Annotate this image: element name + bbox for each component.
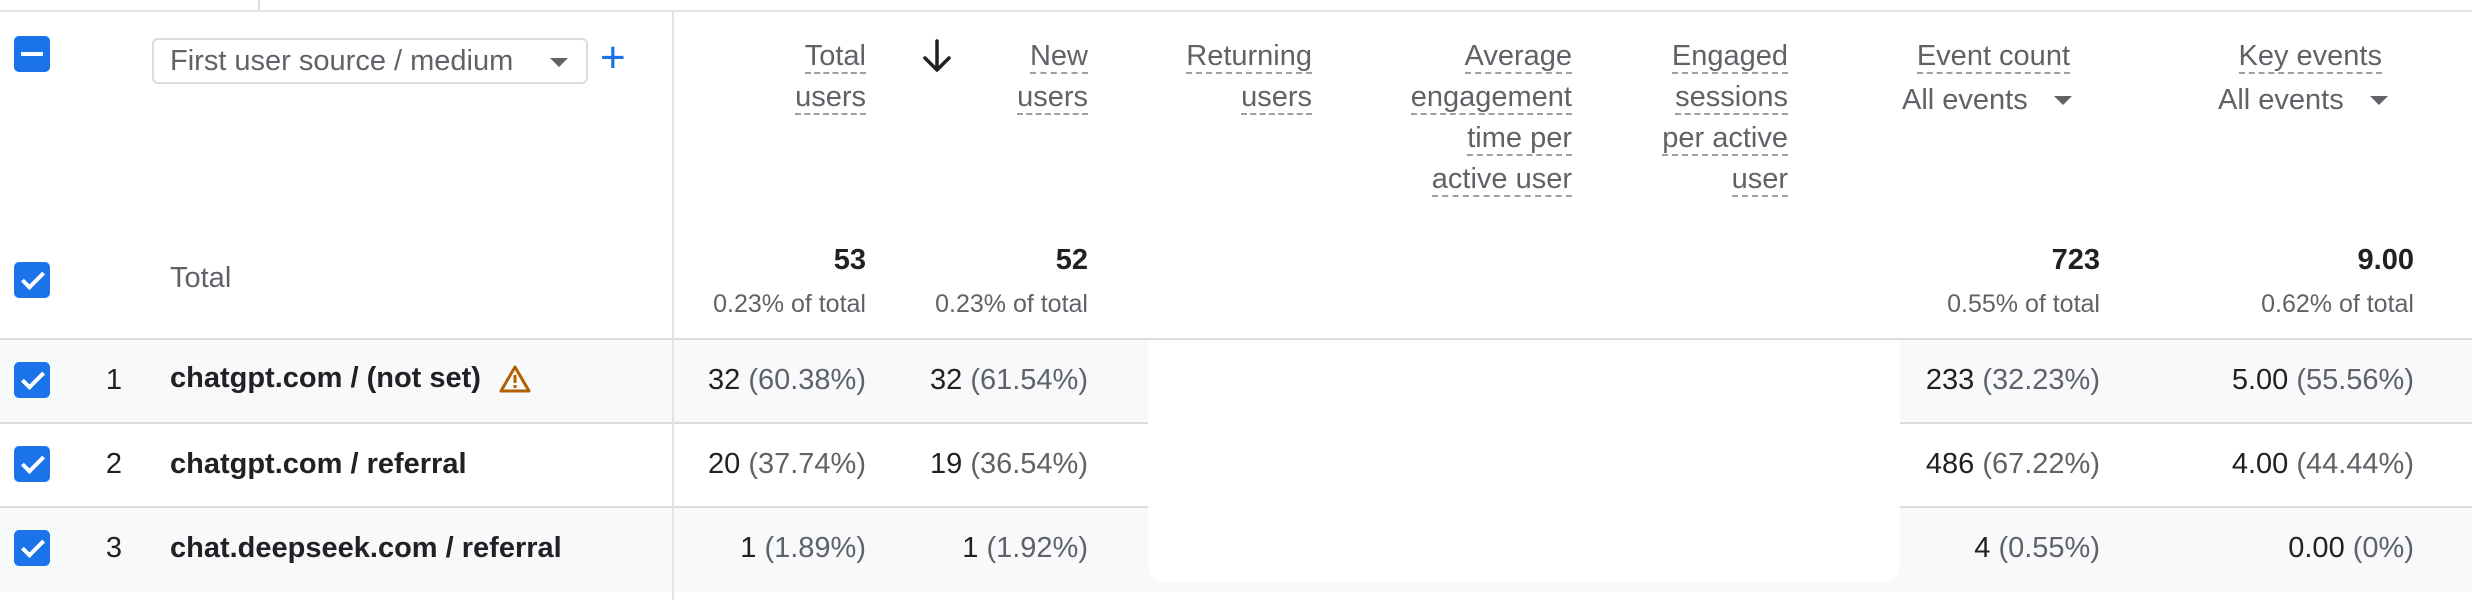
header-engaged-sessions[interactable]: Engaged sessions per active user (1662, 36, 1788, 200)
key-events-cell: 0.00 (0%) (2288, 532, 2414, 564)
header-line: Returning (1186, 40, 1312, 74)
row-rank: 1 (105, 364, 123, 396)
header-avg-engagement-time[interactable]: Average engagement time per active user (1410, 36, 1572, 200)
header-line: engagement (1410, 81, 1572, 115)
row-label[interactable]: chat.deepseek.com / referral (170, 532, 562, 565)
event-count-pct: 0.55% of total (1947, 290, 2100, 318)
row-label[interactable]: chatgpt.com / referral (170, 448, 467, 481)
header-line: per active (1662, 122, 1788, 156)
header-total-users[interactable]: Total users (795, 36, 866, 118)
header-line: Total (804, 40, 866, 74)
new-users-cell: 1 (1.92%) (962, 532, 1088, 564)
header-event-count[interactable]: Event count (1916, 36, 2070, 77)
header-line: active user (1431, 163, 1572, 197)
row-label-text: chat.deepseek.com / referral (170, 532, 562, 564)
key-events-pct: 0.62% of total (2261, 290, 2414, 318)
header-new-users[interactable]: New users (1017, 36, 1088, 118)
row-checkbox[interactable] (14, 530, 50, 566)
total-users-pct: 0.23% of total (713, 290, 866, 318)
header-line: Engaged (1671, 40, 1788, 74)
arrow-down-icon[interactable] (920, 38, 954, 74)
header-line: users (1017, 81, 1088, 115)
new-users-pct: 0.23% of total (935, 290, 1088, 318)
row-checkbox[interactable] (14, 362, 50, 398)
header-line: user (1731, 163, 1788, 197)
key-events-total: 9.00 (2357, 244, 2414, 276)
event-count-cell: 486 (67.22%) (1925, 448, 2100, 480)
filter-label: All events (1902, 84, 2028, 116)
filter-label: All events (2218, 84, 2344, 116)
header-line: Event count (1916, 40, 2070, 74)
header-line: time per (1467, 122, 1572, 156)
caret-down-icon (2054, 96, 2072, 105)
warning-triangle-icon[interactable] (499, 364, 531, 394)
header-line: New (1029, 40, 1088, 74)
key-events-cell: 5.00 (55.56%) (2231, 364, 2414, 396)
total-users-total: 53 (833, 244, 866, 276)
totals-label: Total (170, 262, 232, 294)
header-line: users (795, 81, 866, 115)
row-divider (0, 338, 2472, 340)
hidden-metrics-overlay (1148, 340, 1900, 582)
total-users-cell: 1 (1.89%) (740, 532, 866, 564)
totals-checkbox[interactable] (14, 262, 50, 298)
total-users-cell: 20 (37.74%) (708, 448, 866, 480)
key-events-filter[interactable]: All events (2218, 80, 2388, 120)
event-count-total: 723 (2051, 244, 2100, 276)
caret-down-icon (2370, 96, 2388, 105)
dimension-selector[interactable]: First user source / medium (152, 38, 588, 84)
event-count-cell: 233 (32.23%) (1925, 364, 2100, 396)
add-dimension-button[interactable]: + (600, 34, 626, 82)
row-rank: 2 (105, 448, 123, 480)
row-label-text: chatgpt.com / referral (170, 448, 467, 480)
header-key-events[interactable]: Key events (2238, 36, 2382, 77)
row-label-text: chatgpt.com / (not set) (170, 362, 481, 394)
top-border (0, 10, 2472, 12)
row-rank: 3 (105, 532, 123, 564)
dimension-column-divider (672, 10, 674, 600)
new-users-cell: 19 (36.54%) (930, 448, 1088, 480)
key-events-cell: 4.00 (44.44%) (2231, 448, 2414, 480)
header-line: Average (1464, 40, 1572, 74)
row-label[interactable]: chatgpt.com / (not set) (170, 362, 531, 395)
new-users-cell: 32 (61.54%) (930, 364, 1088, 396)
header-line: sessions (1675, 81, 1788, 115)
caret-down-icon (550, 58, 568, 67)
row-checkbox[interactable] (14, 446, 50, 482)
header-returning-users[interactable]: Returning users (1186, 36, 1312, 118)
header-line: users (1241, 81, 1312, 115)
plus-icon: + (600, 33, 626, 82)
dimension-label: First user source / medium (170, 45, 514, 77)
top-border-stub (258, 0, 260, 10)
total-users-cell: 32 (60.38%) (708, 364, 866, 396)
select-all-checkbox[interactable] (14, 36, 50, 72)
event-count-filter[interactable]: All events (1902, 80, 2072, 120)
event-count-cell: 4 (0.55%) (1974, 532, 2100, 564)
new-users-total: 52 (1055, 244, 1088, 276)
header-line: Key events (2238, 40, 2382, 74)
